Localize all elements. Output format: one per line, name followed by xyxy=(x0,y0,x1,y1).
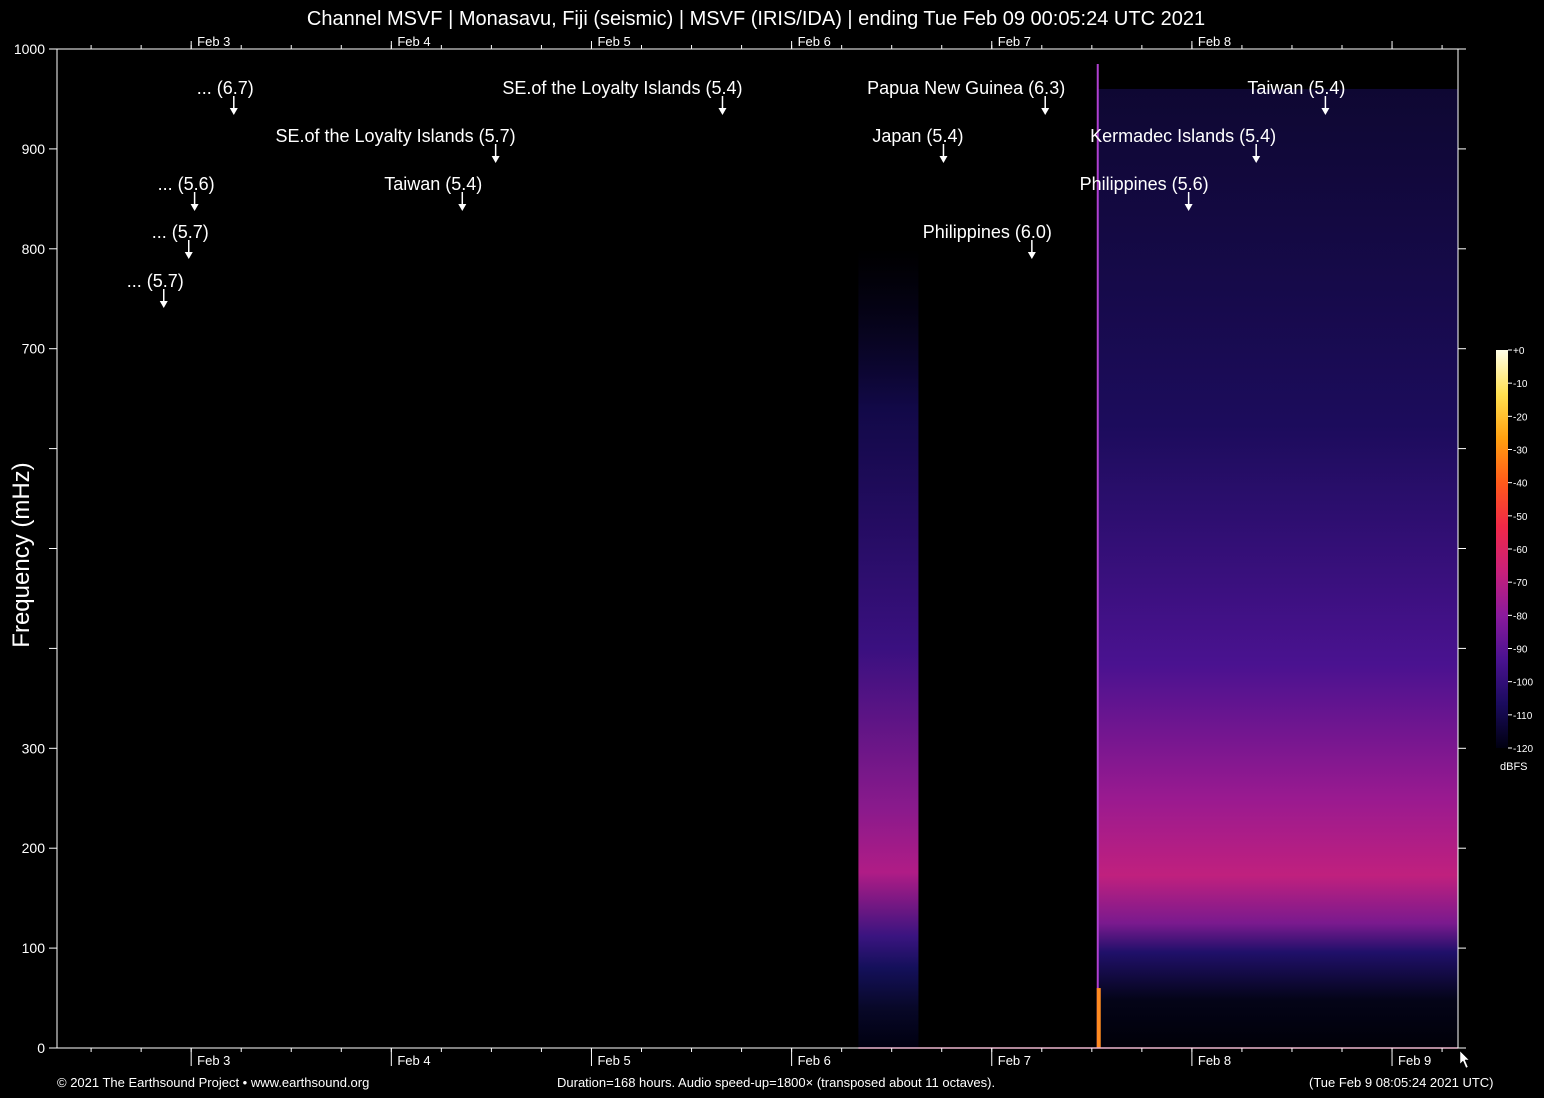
event-arrow-head xyxy=(184,252,193,259)
x-tick-label: Feb 9 xyxy=(1398,1053,1431,1068)
event-annotation: Taiwan (5.4) xyxy=(1247,78,1345,115)
event-annotation: ... (6.7) xyxy=(197,78,254,115)
event-arrow-head xyxy=(1184,204,1193,211)
y-tick-label: 100 xyxy=(22,940,46,956)
event-annotation: Taiwan (5.4) xyxy=(384,174,482,211)
colorbar-tick-label: +0 xyxy=(1513,346,1525,357)
colorbar-tick-label: -70 xyxy=(1513,578,1528,589)
event-label: Papua New Guinea (6.3) xyxy=(867,78,1065,98)
spectrogram-segment xyxy=(1097,88,1458,1048)
x-top-tick-label: Feb 7 xyxy=(998,34,1031,49)
x-tick-label: Feb 7 xyxy=(998,1053,1031,1068)
event-arrow-head xyxy=(1027,252,1036,259)
event-label: ... (6.7) xyxy=(197,78,254,98)
event-arrow-head xyxy=(1041,108,1050,115)
chart-title: Channel MSVF | Monasavu, Fiji (seismic) … xyxy=(306,8,1206,30)
event-label: Philippines (5.6) xyxy=(1080,174,1209,194)
cursor-icon xyxy=(1459,1050,1470,1069)
colorbar-tick-label: -60 xyxy=(1513,545,1528,556)
spectrogram-segment xyxy=(858,248,919,1049)
x-tick-label: Feb 6 xyxy=(798,1053,831,1068)
x-top-tick-label: Feb 8 xyxy=(1198,34,1231,49)
event-label: SE.of the Loyalty Islands (5.7) xyxy=(276,126,516,146)
event-annotation: Japan (5.4) xyxy=(872,126,963,163)
x-tick-label: Feb 4 xyxy=(397,1053,430,1068)
event-arrow-head xyxy=(939,156,948,163)
x-tick-label: Feb 5 xyxy=(597,1053,630,1068)
event-label: Taiwan (5.4) xyxy=(1247,78,1345,98)
event-arrow-head xyxy=(159,301,168,308)
footer-timestamp: (Tue Feb 9 08:05:24 2021 UTC) xyxy=(1309,1075,1494,1090)
event-label: ... (5.7) xyxy=(127,271,184,291)
colorbar-tick-label: -80 xyxy=(1513,611,1528,622)
colorbar-tick-label: -10 xyxy=(1513,379,1528,390)
event-arrow-head xyxy=(458,204,467,211)
event-arrow-head xyxy=(229,108,238,115)
colorbar xyxy=(1496,350,1508,748)
event-annotation: Kermadec Islands (5.4) xyxy=(1090,126,1276,163)
y-tick-label: 300 xyxy=(22,740,46,756)
event-label: ... (5.6) xyxy=(158,174,215,194)
colorbar-unit-label: dBFS xyxy=(1500,761,1528,773)
event-annotation: SE.of the Loyalty Islands (5.4) xyxy=(502,78,742,115)
event-arrow-head xyxy=(1321,108,1330,115)
y-tick-label: 200 xyxy=(22,840,46,856)
y-tick-label: 900 xyxy=(22,141,46,157)
event-arrow-head xyxy=(190,204,199,211)
y-axis-label: Frequency (mHz) xyxy=(8,462,35,648)
event-annotation: Papua New Guinea (6.3) xyxy=(867,78,1065,115)
colorbar-tick-label: -90 xyxy=(1513,645,1528,656)
event-annotation: Philippines (6.0) xyxy=(923,222,1052,259)
y-tick-label: 1000 xyxy=(14,41,45,57)
event-annotation: Philippines (5.6) xyxy=(1080,174,1209,211)
y-tick-label: 0 xyxy=(37,1040,45,1056)
footer-copyright: © 2021 The Earthsound Project • www.eart… xyxy=(57,1075,370,1090)
x-top-tick-label: Feb 5 xyxy=(597,34,630,49)
footer-duration-info: Duration=168 hours. Audio speed-up=1800×… xyxy=(557,1075,996,1090)
event-label: Kermadec Islands (5.4) xyxy=(1090,126,1276,146)
event-label: Japan (5.4) xyxy=(872,126,963,146)
event-label: Philippines (6.0) xyxy=(923,222,1052,242)
x-tick-label: Feb 3 xyxy=(197,1053,230,1068)
strong-event-peak xyxy=(1096,988,1101,1048)
event-annotation: ... (5.7) xyxy=(152,222,209,259)
event-arrow-head xyxy=(1252,156,1261,163)
y-tick-label: 700 xyxy=(22,341,46,357)
x-top-tick-label: Feb 6 xyxy=(798,34,831,49)
colorbar-tick-label: -40 xyxy=(1513,479,1528,490)
event-label: SE.of the Loyalty Islands (5.4) xyxy=(502,78,742,98)
event-annotation: ... (5.6) xyxy=(158,174,215,211)
y-tick-label: 800 xyxy=(22,241,46,257)
colorbar-tick-label: -50 xyxy=(1513,512,1528,523)
event-label: Taiwan (5.4) xyxy=(384,174,482,194)
x-tick-label: Feb 8 xyxy=(1198,1053,1231,1068)
event-annotation: SE.of the Loyalty Islands (5.7) xyxy=(276,126,516,163)
colorbar-tick-label: -120 xyxy=(1513,744,1533,755)
event-label: ... (5.7) xyxy=(152,222,209,242)
colorbar-tick-label: -20 xyxy=(1513,412,1528,423)
colorbar-tick-label: -100 xyxy=(1513,678,1533,689)
event-annotation: ... (5.7) xyxy=(127,271,184,308)
colorbar-tick-label: -110 xyxy=(1513,711,1533,722)
event-arrow-head xyxy=(718,108,727,115)
x-top-tick-label: Feb 4 xyxy=(397,34,430,49)
x-top-tick-label: Feb 3 xyxy=(197,34,230,49)
event-arrow-head xyxy=(491,156,500,163)
colorbar-tick-label: -30 xyxy=(1513,446,1528,457)
